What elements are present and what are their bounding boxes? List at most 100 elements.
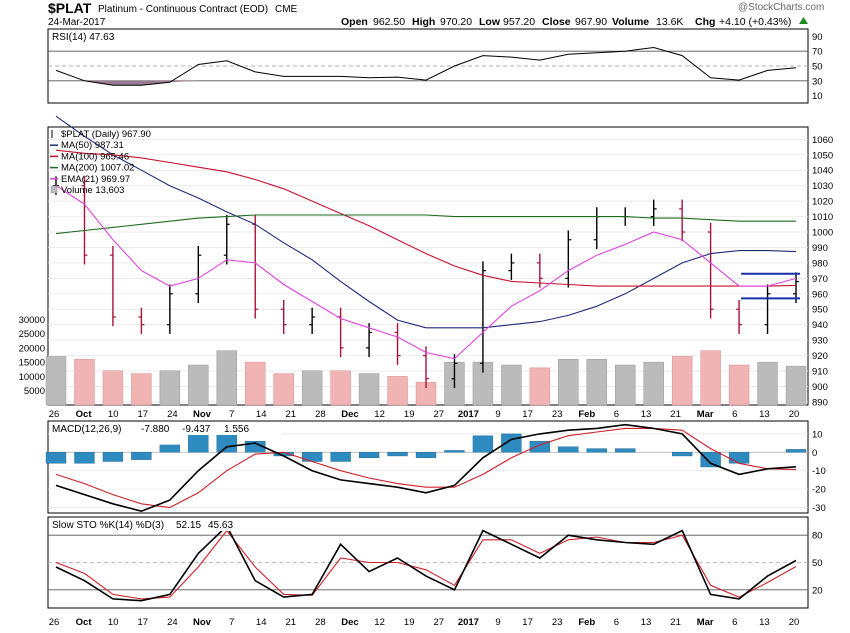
date-axis-label: 6: [732, 409, 737, 420]
price-panel: [47, 126, 809, 406]
volume-bar: [529, 367, 551, 406]
macd-histogram-bar: [444, 450, 465, 453]
high-value: 970.20: [440, 16, 472, 28]
date-axis-label-bottom: 13: [759, 617, 770, 628]
price-tick-label: 1050: [812, 150, 833, 161]
price-tick-label: 970: [812, 274, 828, 285]
sto-tick-label: 80: [812, 531, 823, 542]
macd-histogram-bar: [45, 452, 67, 464]
date-axis-label-bottom: 19: [404, 617, 415, 628]
volume-bar: [586, 359, 607, 406]
date-axis-label: 6: [614, 409, 619, 420]
rsi-line: [55, 46, 797, 86]
volume-bar: [159, 370, 181, 406]
volume-tick-label: 30000: [19, 315, 45, 326]
volume-bar: [216, 350, 237, 406]
rsi-tick-label: 30: [812, 76, 823, 87]
volume-bar: [330, 370, 351, 406]
volume-bar: [757, 361, 778, 406]
exchange: CME: [275, 4, 298, 15]
volume-bar: [728, 364, 750, 406]
date-axis-label-bottom: 14: [256, 617, 267, 628]
open-label: Open: [341, 16, 368, 28]
macd-signal-value: -9.437: [182, 424, 211, 435]
date-axis-label: 27: [434, 409, 445, 420]
date-axis-label-bottom: 28: [315, 617, 326, 628]
date-axis-label-bottom: 12: [374, 617, 385, 628]
volume-bar: [671, 356, 693, 406]
price-tick-label: 980: [812, 258, 828, 269]
legend-entry: MA(50) 987.31: [61, 140, 124, 151]
macd-tick-label: 10: [812, 429, 823, 440]
date-axis-label: 24: [167, 409, 178, 420]
sto-tick-label: 50: [812, 558, 823, 569]
legend-entry: EMA(21) 969.97: [61, 174, 130, 185]
date-axis-label: 21: [286, 409, 297, 420]
volume-bar: [74, 359, 95, 406]
date-axis-label: 26: [49, 409, 60, 420]
date-axis-label-bottom: Mar: [697, 617, 714, 628]
macd-histogram-bar: [586, 448, 607, 453]
price-tick-label: 990: [812, 243, 828, 254]
date-axis-label-bottom: Nov: [193, 617, 212, 628]
volume-bar: [131, 373, 152, 406]
macd-histogram-bar: [785, 449, 807, 453]
volume-tick-label: 25000: [19, 329, 45, 340]
volume-value: 13.6K: [656, 16, 683, 28]
volume-bar: [785, 365, 807, 406]
volume-bar: [45, 356, 67, 406]
sto-legend: Slow STO %K(14) %D(3) 52.15 45.63: [49, 518, 259, 531]
date-axis-label: Oct: [76, 409, 93, 420]
volume-bar: [273, 373, 294, 406]
low-value: 957.20: [503, 16, 535, 28]
volume-bar: [643, 361, 664, 406]
date-axis-label: Nov: [193, 409, 212, 420]
macd-histogram-bar: [558, 446, 579, 453]
date-axis-label: 23: [552, 409, 563, 420]
macd-panel: [47, 420, 809, 514]
price-tick-label: 940: [812, 320, 828, 331]
macd-tick-label: -10: [812, 466, 826, 477]
macd-histogram-bar: [529, 441, 551, 453]
date-axis-label: 13: [759, 409, 770, 420]
chg-value: +4.10 (+0.43%): [719, 16, 791, 28]
ohlc-summary: Open 962.50 High 970.20 Low 957.20 Close…: [341, 16, 808, 28]
ma200-line: [55, 214, 796, 235]
price-tick-label: 950: [812, 305, 828, 316]
volume-tick-label: 15000: [19, 358, 45, 369]
volume-bar: [558, 359, 579, 406]
date-axis-label-bottom: 27: [434, 617, 445, 628]
legend-entry: MA(100) 965.46: [61, 151, 129, 162]
chart-date: 24-Mar-2017: [48, 17, 106, 28]
volume-bar: [501, 364, 522, 406]
date-axis-label-bottom: Dec: [341, 617, 358, 628]
date-axis-label-bottom: 6: [732, 617, 737, 628]
macd-histogram-bar: [330, 452, 351, 462]
date-axis-label-bottom: 13: [641, 617, 652, 628]
macd-histogram-bar: [728, 452, 750, 464]
macd-label: MACD(12,26,9): [52, 424, 121, 435]
date-axis-label-bottom: 23: [552, 617, 563, 628]
date-axis-label-bottom: 7: [229, 617, 234, 628]
date-axis-label: 17: [522, 409, 533, 420]
date-axis-label: 7: [229, 409, 234, 420]
watermark: @StockCharts.com: [738, 2, 824, 13]
macd-tick-label: -20: [812, 485, 826, 496]
volume-bars: [45, 350, 807, 406]
chg-label: Chg: [695, 16, 715, 28]
date-axis-label: Dec: [341, 409, 358, 420]
date-axis-label-bottom: 2017: [458, 617, 479, 628]
legend-entry: Volume 13,603: [61, 185, 124, 196]
date-axis-label: Feb: [578, 409, 595, 420]
date-axis-label: Mar: [697, 409, 714, 420]
macd-histogram-bar: [615, 448, 636, 453]
date-axis-label-bottom: Oct: [76, 617, 93, 628]
macd-histogram-bar: [358, 452, 380, 458]
ema21-line: [55, 185, 797, 360]
volume-bar: [700, 350, 721, 406]
volume-bar: [387, 376, 408, 406]
date-axis-label: 21: [670, 409, 681, 420]
rsi-tick-label: 70: [812, 47, 823, 58]
date-axis-label-bottom: 6: [614, 617, 619, 628]
macd-value: -7.880: [141, 424, 170, 435]
